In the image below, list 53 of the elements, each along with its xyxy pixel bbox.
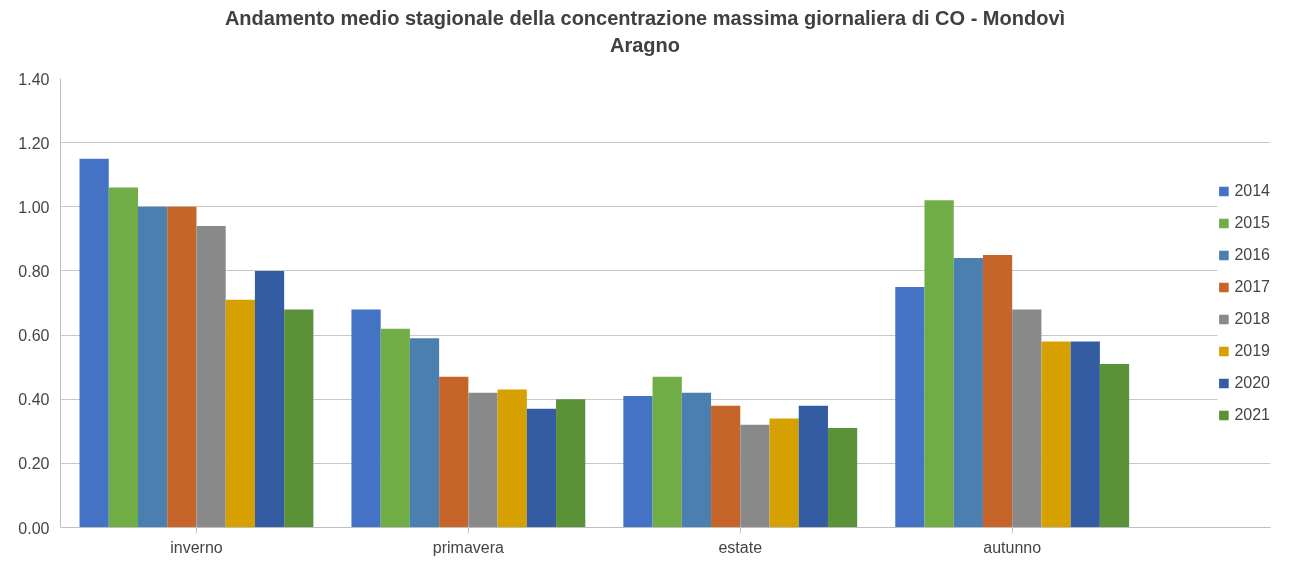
bar bbox=[740, 424, 770, 528]
legend-label: 2018 bbox=[1234, 309, 1270, 328]
chart-title: Andamento medio stagionale della concentrazione massima giornaliera di CO - Mondovì Aragno bbox=[224, 6, 1066, 58]
bar bbox=[1012, 309, 1042, 528]
y-tick-label: 0.40 bbox=[18, 391, 50, 409]
x-tick-label: estate bbox=[718, 538, 763, 556]
y-tick-label: 1.00 bbox=[18, 198, 50, 216]
bar bbox=[468, 392, 498, 528]
bar bbox=[1099, 363, 1130, 528]
bar bbox=[409, 338, 440, 528]
bar bbox=[380, 328, 410, 528]
bar bbox=[895, 286, 925, 528]
legend-label: 2014 bbox=[1234, 181, 1270, 200]
legend-label: 2020 bbox=[1234, 373, 1270, 392]
bar bbox=[196, 226, 226, 528]
bar bbox=[439, 376, 469, 528]
x-tick-label: inverno bbox=[170, 538, 223, 556]
x-tick-label: primavera bbox=[432, 538, 505, 556]
bar bbox=[681, 392, 712, 528]
bar bbox=[982, 254, 1013, 528]
bar bbox=[167, 206, 197, 528]
legend-label: 2019 bbox=[1234, 341, 1270, 360]
bar bbox=[254, 270, 285, 528]
legend-label: 2017 bbox=[1234, 277, 1270, 296]
bar bbox=[827, 428, 858, 528]
bar bbox=[924, 200, 954, 528]
bar bbox=[623, 396, 653, 528]
legend-label: 2016 bbox=[1234, 245, 1270, 264]
y-tick-label: 0.00 bbox=[18, 519, 50, 537]
legend-label: 2021 bbox=[1234, 405, 1270, 424]
bar bbox=[225, 299, 255, 528]
bar bbox=[798, 405, 828, 528]
y-tick-label: 0.60 bbox=[18, 327, 50, 345]
bar bbox=[1070, 341, 1100, 528]
y-tick-label: 1.20 bbox=[18, 134, 50, 152]
y-tick-label: 1.40 bbox=[18, 70, 50, 88]
bar bbox=[79, 158, 109, 528]
bar bbox=[351, 309, 381, 528]
y-tick-label: 0.80 bbox=[18, 262, 50, 280]
x-tick-label: autunno bbox=[983, 538, 1042, 556]
bar bbox=[652, 376, 682, 528]
legend-label: 2015 bbox=[1234, 213, 1270, 232]
bar bbox=[526, 408, 557, 528]
bar bbox=[556, 399, 586, 528]
bar bbox=[497, 389, 527, 528]
bar bbox=[953, 258, 983, 528]
bar bbox=[769, 418, 799, 528]
bar bbox=[284, 309, 314, 528]
bar bbox=[711, 405, 741, 528]
bar bbox=[108, 187, 138, 528]
bar bbox=[137, 206, 168, 528]
y-tick-label: 0.20 bbox=[18, 455, 50, 473]
bar bbox=[1041, 341, 1071, 528]
